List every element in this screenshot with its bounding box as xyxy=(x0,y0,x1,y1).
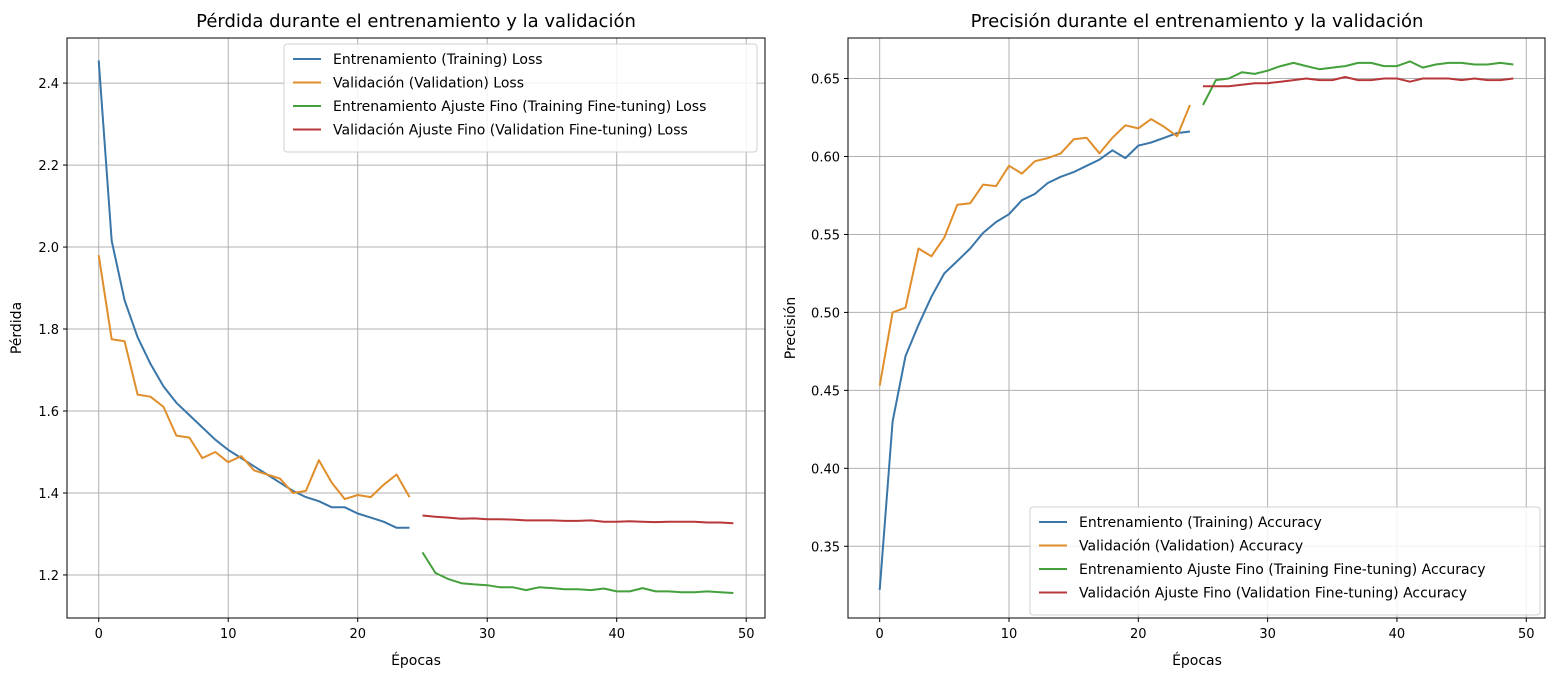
loss-x-axis-label: Épocas xyxy=(391,652,441,669)
accuracy-y-axis-label: Precisión xyxy=(783,297,799,359)
accuracy-y-tick-label: 0.40 xyxy=(811,462,840,477)
loss-series-line-ft-train xyxy=(421,551,734,594)
accuracy-legend-entry: Entrenamiento Ajuste Fino (Training Fine… xyxy=(1079,562,1486,578)
loss-series-line-val xyxy=(97,255,411,501)
loss-legend-entry: Validación (Validation) Loss xyxy=(333,76,524,92)
loss-legend-entry: Validación Ajuste Fino (Validation Fine-… xyxy=(333,123,688,139)
loss-y-tick-label: 1.8 xyxy=(38,323,59,338)
accuracy-series-line-train xyxy=(878,130,1191,590)
accuracy-x-tick-label: 30 xyxy=(1259,627,1276,642)
accuracy-legend-entry: Entrenamiento (Training) Accuracy xyxy=(1079,515,1322,531)
accuracy-y-tick-label: 0.50 xyxy=(811,306,840,321)
accuracy-chart-title: Precisión durante el entrenamiento y la … xyxy=(971,11,1424,32)
accuracy-x-tick-label: 10 xyxy=(1001,627,1018,642)
accuracy-series-line-ft-train xyxy=(1202,60,1514,106)
accuracy-series-line-ft-val xyxy=(1203,76,1514,88)
loss-x-tick-label: 10 xyxy=(220,627,237,642)
loss-x-tick-label: 50 xyxy=(738,627,755,642)
accuracy-x-tick-label: 0 xyxy=(876,627,884,642)
loss-x-tick-label: 40 xyxy=(608,627,625,642)
accuracy-x-tick-label: 40 xyxy=(1389,627,1406,642)
loss-y-axis-label: Pérdida xyxy=(9,302,25,354)
loss-chart-title: Pérdida durante el entrenamiento y la va… xyxy=(196,11,636,32)
accuracy-y-tick-label: 0.55 xyxy=(811,228,840,243)
loss-x-tick-label: 30 xyxy=(479,627,496,642)
loss-y-tick-label: 1.6 xyxy=(38,405,59,420)
accuracy-ticks: 0 10 20 30 40 50 0.35 0.40 0.45 0.50 0.55 0.60 0.65 xyxy=(811,73,1534,642)
loss-legend: Entrenamiento (Training) Loss Validación … xyxy=(283,43,758,153)
loss-y-tick-label: 1.2 xyxy=(38,569,59,584)
loss-y-tick-label: 1.4 xyxy=(38,487,59,502)
accuracy-legend-entry: Validación Ajuste Fino (Validation Fine-… xyxy=(1079,586,1467,602)
accuracy-chart: Precisión durante el entrenamiento y la … xyxy=(783,11,1546,669)
accuracy-legend-box xyxy=(1029,506,1541,616)
loss-ticks: 0 10 20 30 40 50 1.2 1.4 1.6 1.8 2.0 2.2 2.4 xyxy=(38,77,754,642)
loss-plot-frame xyxy=(66,37,766,619)
loss-y-tick-label: 2.0 xyxy=(38,241,59,256)
accuracy-legend-entry: Validación (Validation) Accuracy xyxy=(1079,539,1303,555)
accuracy-y-tick-label: 0.65 xyxy=(811,73,840,88)
loss-y-tick-label: 2.4 xyxy=(38,77,59,92)
loss-chart: Pérdida durante el entrenamiento y la va… xyxy=(9,11,766,669)
accuracy-y-tick-label: 0.35 xyxy=(811,540,840,555)
loss-y-tick-label: 2.2 xyxy=(38,159,59,174)
loss-legend-entry: Entrenamiento Ajuste Fino (Training Fine… xyxy=(333,99,706,115)
accuracy-y-tick-label: 0.60 xyxy=(811,150,840,165)
loss-series-line-train xyxy=(97,60,410,529)
accuracy-plot-frame xyxy=(847,37,1546,619)
loss-x-tick-label: 20 xyxy=(349,627,366,642)
loss-series-line-ft-val xyxy=(422,514,734,525)
accuracy-y-tick-label: 0.45 xyxy=(811,384,840,399)
loss-legend-entry: Entrenamiento (Training) Loss xyxy=(333,52,543,68)
accuracy-legend: Entrenamiento (Training) Accuracy Validac… xyxy=(1029,506,1541,616)
accuracy-x-tick-label: 20 xyxy=(1130,627,1147,642)
accuracy-series-line-val xyxy=(878,104,1191,386)
loss-x-tick-label: 0 xyxy=(95,627,103,642)
accuracy-series xyxy=(878,60,1514,590)
accuracy-x-axis-label: Épocas xyxy=(1172,652,1222,669)
accuracy-x-tick-label: 50 xyxy=(1518,627,1535,642)
loss-series xyxy=(97,60,734,594)
loss-legend-box xyxy=(283,43,758,153)
